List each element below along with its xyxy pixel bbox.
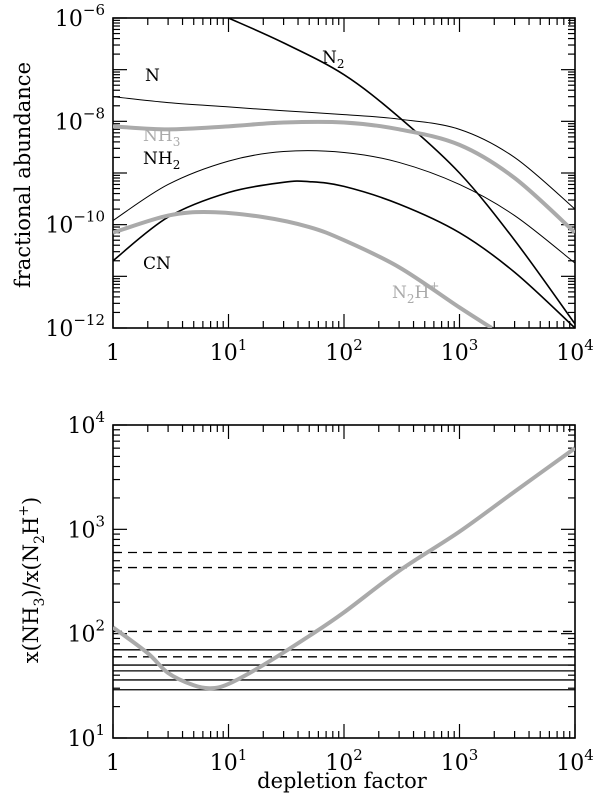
x-tick-label: 103 <box>441 746 479 776</box>
y-tick-label: 102 <box>67 617 105 648</box>
abundance-chart: fractional abundance 1 101 102 103 10410−121… <box>11 1 594 366</box>
series-label-nh2: NH2 <box>143 149 180 172</box>
x-tick-label: 1 <box>106 751 120 776</box>
x-tick-label: 102 <box>325 746 363 776</box>
series-label-n: N <box>145 66 160 86</box>
x-tick-label: 102 <box>325 336 363 366</box>
series-line-nh3 <box>113 119 575 235</box>
series-line-n <box>113 96 575 210</box>
ratio-curve <box>113 446 575 691</box>
y-tick-label: 10−8 <box>55 104 105 135</box>
y-tick-label: 10−12 <box>45 311 105 342</box>
series-label-cn: CN <box>143 254 171 274</box>
series-label-n2hplus: N2H+ <box>392 279 439 306</box>
y-tick-label: 101 <box>67 721 105 752</box>
x-tick-label: 104 <box>556 746 594 776</box>
series-label-nh3: NH3 <box>143 126 180 149</box>
plot-area: 1 101 102 103 104 10−12 10−10 10−8 10−6 N N2 NH3NH2… <box>45 1 593 366</box>
y-axis-label: x(NH3)/x(N2H+) <box>16 497 48 664</box>
series-line-n2hplus <box>113 210 493 328</box>
x-axis-label: depletion factor <box>257 769 428 793</box>
series-label-n2: N2 <box>322 48 345 71</box>
y-axis-label: fractional abundance <box>11 62 35 288</box>
series-line-n2 <box>228 18 575 325</box>
x-tick-label: 101 <box>210 746 248 776</box>
y-tick-label: 10−10 <box>45 208 105 239</box>
y-tick-label: 104 <box>67 408 105 439</box>
y-tick-label: 103 <box>67 512 105 543</box>
series-line-cn <box>113 180 575 328</box>
ratio-chart: depletion factor 1 101 102 103 1041011021031… <box>16 408 594 793</box>
x-tick-label: 104 <box>556 336 594 366</box>
x-tick-label: 1 <box>106 341 120 366</box>
plot-frame <box>112 424 576 739</box>
x-tick-label: 103 <box>441 336 479 366</box>
x-tick-label: 101 <box>210 336 248 366</box>
y-tick-label: 10−6 <box>55 1 105 32</box>
series-line-nh2 <box>113 150 575 264</box>
